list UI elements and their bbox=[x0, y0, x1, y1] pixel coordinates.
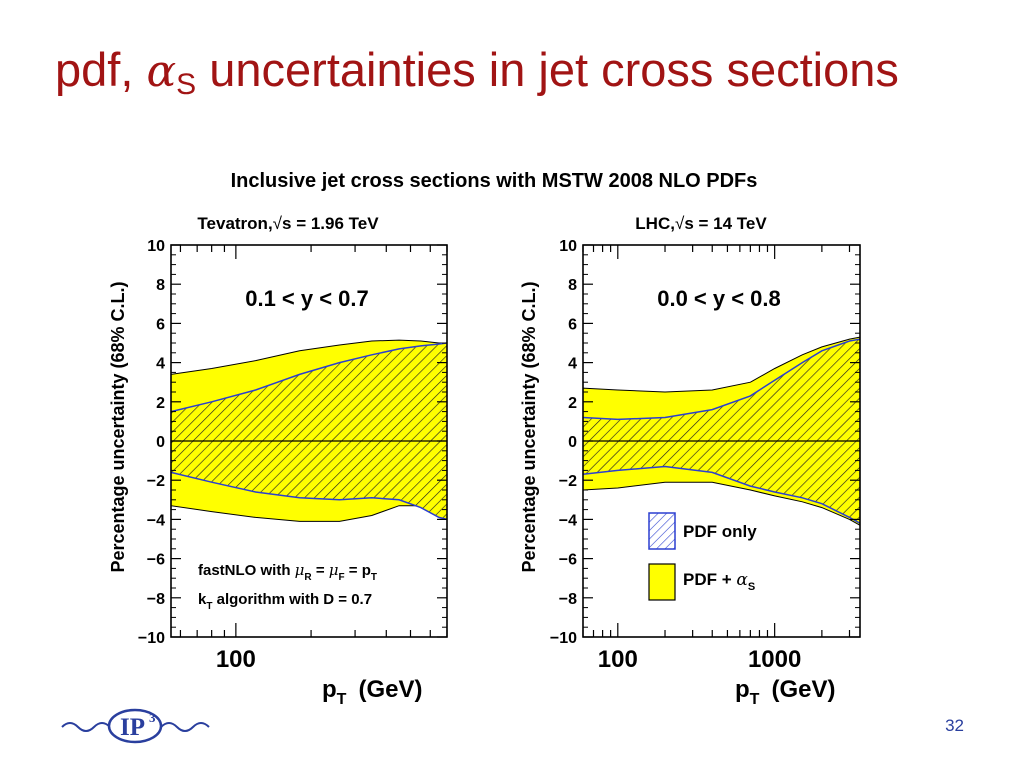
left-ytick-label: 8 bbox=[156, 277, 165, 294]
left-header-energy: s = 1.96 TeV bbox=[282, 214, 379, 233]
right-header-sqrt: √ bbox=[675, 214, 685, 233]
slide-title-subscript: S bbox=[176, 68, 197, 101]
left-ytick-label: −10 bbox=[138, 630, 165, 647]
left-xtick-label: 100 bbox=[216, 646, 256, 673]
right-ytick-label: 4 bbox=[568, 356, 577, 373]
left-band-pdf-only-hatch bbox=[171, 343, 447, 520]
right-panel-header: LHC,√s = 14 TeV bbox=[635, 214, 767, 233]
right-ytick-label: 6 bbox=[568, 316, 577, 333]
left-ytick-label: −4 bbox=[147, 512, 165, 529]
left-ytick-label: 10 bbox=[147, 238, 165, 255]
left-pdf-only-lower-edge bbox=[170, 471, 448, 521]
left-ytick-label: −8 bbox=[147, 591, 165, 608]
right-pdf-only-lower-edge bbox=[582, 465, 861, 524]
right-band-pdf-only-hatch bbox=[583, 339, 860, 524]
right-xtick-label: 100 bbox=[598, 646, 638, 673]
legend-pdf-alphas-label: PDF + αS bbox=[683, 570, 755, 593]
slide-title-prefix: pdf, bbox=[55, 43, 147, 96]
ip3-logo-superscript: 3 bbox=[149, 710, 156, 725]
ip3-logo-text: IP bbox=[120, 714, 145, 741]
legend-pdf-only-label: PDF only bbox=[683, 522, 757, 541]
right-rapidity-label: 0.0 < y < 0.8 bbox=[657, 286, 781, 311]
legend-pdf-alphas-swatch bbox=[648, 563, 676, 601]
right-xtick-label: 1000 bbox=[748, 646, 801, 673]
right-header-energy: s = 14 TeV bbox=[684, 214, 767, 233]
right-chart-panel: −10 −8 −6 −4 −2 0 2 4 6 8 10 100 1000 bbox=[550, 238, 861, 673]
figure-title: Inclusive jet cross sections with MSTW 2… bbox=[231, 170, 758, 192]
right-ytick-label: −8 bbox=[559, 591, 577, 608]
left-chart-panel: −10 −8 −6 −4 −2 0 2 4 6 8 10 100 bbox=[138, 238, 448, 673]
left-header-sqrt: √ bbox=[273, 214, 283, 233]
right-y-axis-label: Percentage uncertainty (68% C.L.) bbox=[519, 281, 539, 572]
page-number: 32 bbox=[945, 716, 964, 735]
right-ytick-label: 8 bbox=[568, 277, 577, 294]
algorithm-annotation: kT algorithm with D = 0.7 bbox=[198, 591, 372, 612]
left-rapidity-label: 0.1 < y < 0.7 bbox=[245, 286, 369, 311]
left-pdf-only-upper-edge bbox=[170, 342, 448, 413]
slide-title-suffix: uncertainties in jet cross sections bbox=[196, 43, 899, 96]
right-ytick-label: −2 bbox=[559, 473, 577, 490]
left-x-axis-label: pT (GeV) bbox=[322, 676, 422, 708]
right-ytick-label: 2 bbox=[568, 395, 577, 412]
right-header-collider: LHC, bbox=[635, 214, 675, 233]
ip3-logo-graphic: IP 3 bbox=[61, 708, 210, 744]
fastnlo-annotation: fastNLO with μR = μF = pT bbox=[198, 561, 377, 583]
left-ytick-label: −6 bbox=[147, 552, 165, 569]
ip3-logo: IP 3 bbox=[60, 705, 210, 754]
right-ytick-label: 10 bbox=[559, 238, 577, 255]
slide-title-alpha: α bbox=[146, 46, 177, 97]
left-ytick-label: −2 bbox=[147, 473, 165, 490]
right-ytick-label: 0 bbox=[568, 434, 577, 451]
left-ytick-label: 0 bbox=[156, 434, 165, 451]
left-ytick-label: 2 bbox=[156, 395, 165, 412]
right-ytick-label: −10 bbox=[550, 630, 577, 647]
right-pdf-only-upper-edge bbox=[582, 338, 861, 421]
left-header-collider: Tevatron, bbox=[197, 214, 272, 233]
right-x-axis-label: pT (GeV) bbox=[735, 676, 835, 708]
left-ytick-label: 4 bbox=[156, 356, 165, 373]
right-ytick-label: −4 bbox=[559, 512, 577, 529]
left-ytick-label: 6 bbox=[156, 316, 165, 333]
left-y-axis-label: Percentage uncertainty (68% C.L.) bbox=[108, 281, 128, 572]
slide-title: pdf, αS uncertainties in jet cross secti… bbox=[55, 42, 899, 102]
legend-pdf-only-swatch bbox=[648, 512, 676, 550]
left-panel-header: Tevatron,√s = 1.96 TeV bbox=[197, 214, 379, 233]
right-ytick-label: −6 bbox=[559, 552, 577, 569]
